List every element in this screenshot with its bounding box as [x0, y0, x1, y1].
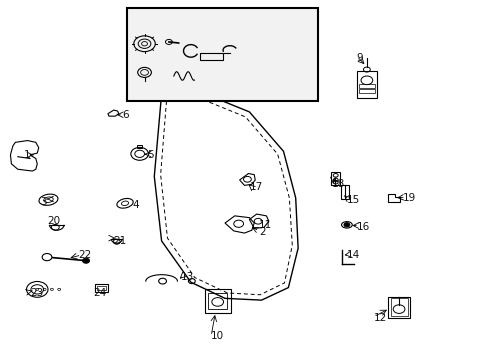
Text: 19: 19 — [402, 193, 415, 203]
Text: 4: 4 — [132, 200, 139, 210]
Bar — [340, 185, 348, 199]
Text: 3: 3 — [41, 197, 47, 207]
Text: 21: 21 — [113, 236, 126, 246]
Bar — [97, 286, 106, 290]
Text: 2: 2 — [259, 227, 265, 237]
Circle shape — [82, 258, 89, 263]
Text: 6: 6 — [122, 111, 129, 121]
Text: 10: 10 — [210, 331, 223, 341]
Circle shape — [42, 253, 52, 261]
Text: 18: 18 — [331, 179, 345, 189]
Text: 9: 9 — [356, 53, 363, 63]
Text: 12: 12 — [373, 313, 386, 323]
Text: 5: 5 — [147, 150, 153, 160]
Text: 17: 17 — [249, 182, 262, 192]
Text: 15: 15 — [346, 195, 359, 205]
Text: 8: 8 — [154, 82, 161, 92]
Text: 1: 1 — [23, 150, 30, 160]
Bar — [390, 298, 407, 316]
Bar — [127, 8, 317, 101]
Text: 11: 11 — [259, 220, 272, 230]
Text: 14: 14 — [346, 250, 359, 260]
Bar — [330, 172, 339, 185]
Bar — [358, 89, 374, 93]
Bar — [207, 293, 227, 309]
Bar — [199, 53, 223, 60]
Bar — [387, 297, 409, 318]
Text: 24: 24 — [93, 288, 106, 298]
Bar — [137, 145, 142, 148]
Bar — [356, 71, 376, 98]
Text: 22: 22 — [79, 250, 92, 260]
Text: 20: 20 — [47, 216, 60, 226]
Text: 13: 13 — [181, 272, 194, 282]
Text: 23: 23 — [30, 288, 43, 298]
Text: 7: 7 — [154, 42, 161, 52]
Bar — [204, 289, 231, 313]
Bar — [358, 84, 374, 88]
Bar — [95, 284, 108, 292]
Text: 16: 16 — [356, 222, 369, 231]
Circle shape — [343, 223, 349, 227]
